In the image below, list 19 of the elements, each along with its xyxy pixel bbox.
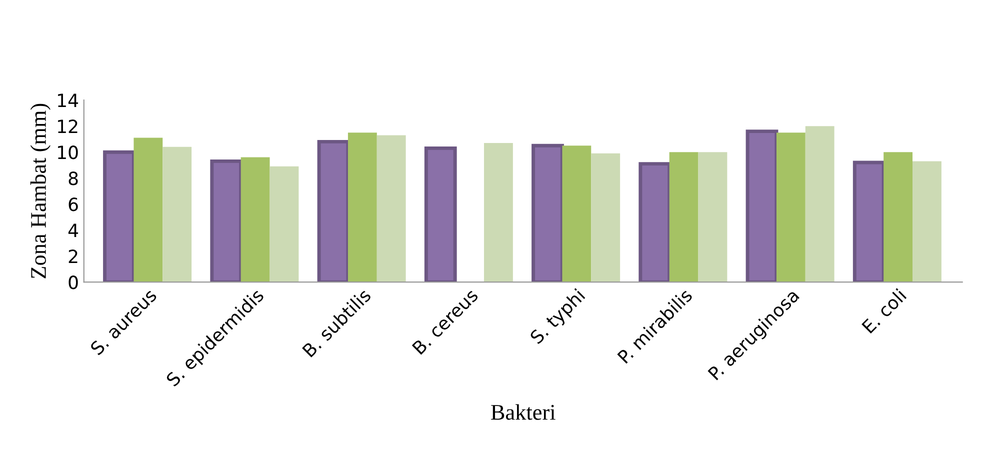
bar	[591, 153, 620, 282]
y-axis-title: Zona Hambat (mm)	[30, 104, 51, 278]
bar	[270, 166, 299, 282]
x-tick-label: E. coli	[861, 288, 907, 334]
y-tick-label: 6	[68, 198, 78, 212]
bar	[484, 143, 513, 282]
bar	[698, 152, 728, 282]
y-tick-label: 4	[68, 224, 78, 237]
y-tick-label: 8	[68, 172, 78, 186]
y-tick-label: 0	[68, 276, 78, 290]
bar	[805, 126, 834, 282]
y-tick-label: 10	[58, 146, 78, 160]
y-tick-label: 12	[58, 120, 78, 133]
bar	[376, 135, 406, 282]
bar	[162, 146, 192, 282]
x-axis-title: Bakteri	[491, 404, 556, 420]
y-tick-label: 14	[58, 94, 78, 107]
bar	[912, 161, 942, 282]
y-tick-label: 2	[68, 250, 78, 263]
